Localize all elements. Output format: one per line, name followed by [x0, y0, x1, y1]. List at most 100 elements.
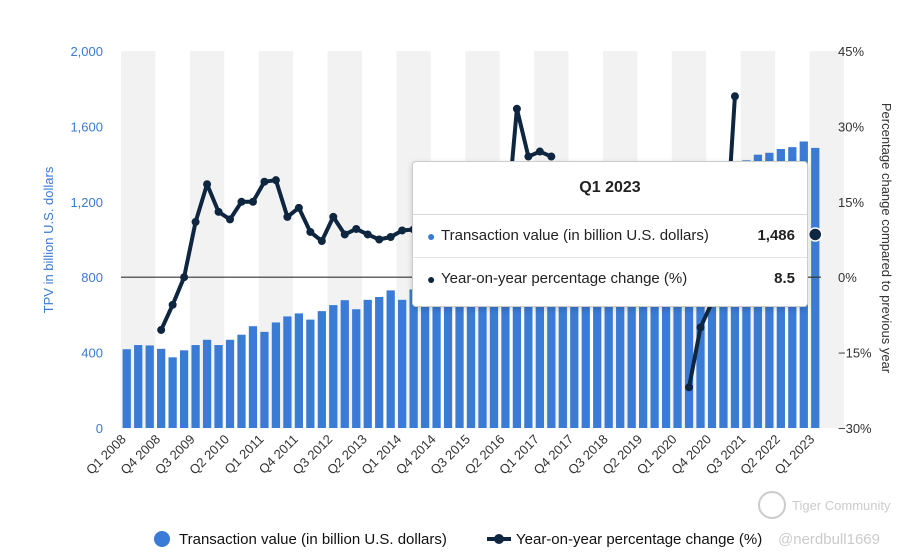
yoy-point-q3-2020[interactable] — [696, 323, 705, 332]
bar-q3-2018[interactable] — [604, 250, 613, 428]
bar-q3-2015[interactable] — [466, 281, 476, 428]
bar-q1-2015[interactable] — [443, 288, 453, 428]
right-axis-tick: 15% — [838, 195, 864, 210]
yoy-point-q4-2008[interactable] — [157, 325, 166, 334]
bar-q1-2016[interactable] — [489, 279, 499, 428]
bar-q1-2008[interactable] — [122, 349, 131, 428]
yoy-point-q1-2012[interactable] — [306, 227, 315, 236]
bar-q2-2019[interactable] — [639, 248, 648, 428]
yoy-point-q4-2009[interactable] — [203, 180, 212, 189]
bar-q3-2013[interactable] — [375, 296, 384, 428]
bar-q4-2011[interactable] — [294, 313, 303, 428]
bar-q2-2015[interactable] — [455, 284, 464, 428]
yoy-point-q4-2016[interactable] — [524, 152, 533, 161]
tooltip-value: 8.5 — [774, 270, 795, 287]
bar-q1-2013[interactable] — [352, 309, 361, 428]
bar-q4-2010[interactable] — [248, 326, 258, 428]
bar-q4-2017[interactable] — [570, 258, 579, 428]
bar-q4-2008[interactable] — [157, 348, 166, 428]
yoy-point-q3-2016[interactable] — [512, 104, 521, 113]
bar-q4-2019[interactable] — [661, 239, 671, 429]
yoy-point-q3-2010[interactable] — [237, 197, 246, 206]
bar-q3-2008[interactable] — [145, 345, 154, 428]
yoy-point-q1-2011[interactable] — [260, 177, 269, 186]
tooltip-dot-dark: ● — [427, 271, 436, 287]
bar-q4-2016[interactable] — [524, 267, 533, 428]
bar-q3-2017[interactable] — [558, 262, 567, 428]
yoy-point-q4-2013[interactable] — [386, 232, 395, 241]
yoy-point-q2-2010[interactable] — [226, 215, 235, 224]
bar-q3-2019[interactable] — [650, 244, 659, 428]
yoy-point-q4-2011[interactable] — [294, 203, 303, 212]
yoy-point-q3-2013[interactable] — [375, 235, 384, 244]
bar-q2-2013[interactable] — [363, 299, 372, 428]
yoy-point-q1-2013[interactable] — [352, 224, 361, 233]
bar-q3-2010[interactable] — [237, 334, 246, 428]
legend-bar-label: Transaction value (in billion U.S. dolla… — [179, 531, 447, 548]
right-axis-title: Percentage change compared to previous y… — [879, 103, 894, 374]
bar-q2-2018[interactable] — [593, 254, 602, 428]
bar-q2-2010[interactable] — [225, 339, 235, 428]
bar-q1-2017[interactable] — [535, 269, 544, 428]
left-axis-tick: 0 — [96, 421, 103, 436]
bar-q3-2011[interactable] — [283, 316, 292, 428]
bar-q3-2009[interactable] — [191, 345, 200, 428]
bar-q2-2017[interactable] — [547, 265, 556, 428]
bar-q2-2016[interactable] — [501, 275, 510, 428]
tooltip-row-transaction: ● Transaction value (in billion U.S. dol… — [413, 215, 807, 257]
tooltip: Q1 2023 ● Transaction value (in billion … — [412, 161, 808, 307]
bar-q1-2018[interactable] — [581, 257, 590, 428]
bar-q2-2020[interactable] — [684, 262, 694, 428]
yoy-point-q1-2009[interactable] — [168, 300, 177, 309]
bar-q3-2012[interactable] — [329, 305, 338, 428]
bar-q1-2014[interactable] — [398, 299, 407, 428]
bar-q2-2009[interactable] — [179, 350, 189, 428]
bar-q1-2009[interactable] — [168, 357, 177, 428]
yoy-point-q1-2010[interactable] — [214, 207, 223, 216]
right-axis-tick: −15% — [838, 346, 872, 361]
bar-q4-2015[interactable] — [478, 277, 487, 428]
bar-q1-2011[interactable] — [260, 331, 269, 428]
yoy-point-q2-2021[interactable] — [730, 92, 739, 101]
left-axis-title: TPV in billion U.S. dollars — [41, 166, 56, 313]
bar-q1-2010[interactable] — [214, 345, 223, 428]
bar-q4-2013[interactable] — [386, 290, 395, 428]
bar-q3-2020[interactable] — [696, 211, 705, 428]
bar-q2-2011[interactable] — [271, 322, 281, 428]
tooltip-row-yoy: ● Year-on-year percentage change (%) 8.5 — [413, 257, 807, 300]
yoy-point-q3-2009[interactable] — [191, 217, 200, 226]
bar-q2-2014[interactable] — [409, 289, 418, 428]
bar-q1-2012[interactable] — [306, 319, 315, 428]
watermark: Tiger Community @nerdbull1669 — [758, 491, 891, 548]
watermark-text-1: Tiger Community — [792, 498, 891, 513]
left-axis-tick: 1,200 — [70, 195, 103, 210]
bar-q1-2020[interactable] — [673, 265, 682, 428]
yoy-point-q2-2017[interactable] — [547, 152, 556, 161]
yoy-point-q2-2012[interactable] — [317, 237, 326, 246]
yoy-point-q2-2020[interactable] — [685, 383, 694, 392]
tiger-logo-icon — [758, 491, 786, 519]
bar-q4-2020[interactable] — [707, 192, 717, 428]
yoy-point-q3-2011[interactable] — [283, 212, 292, 221]
yoy-point-q3-2012[interactable] — [329, 212, 338, 221]
yoy-point-q2-2009[interactable] — [180, 273, 189, 282]
bar-q3-2014[interactable] — [420, 288, 430, 428]
bar-q4-2009[interactable] — [202, 339, 212, 428]
yoy-point-q2-2011[interactable] — [271, 176, 280, 185]
bar-q4-2014[interactable] — [432, 285, 441, 428]
yoy-point-q4-2012[interactable] — [340, 230, 349, 239]
bar-q4-2018[interactable] — [616, 247, 625, 428]
bar-q1-2019[interactable] — [627, 252, 636, 428]
watermark-text-2: @nerdbull1669 — [778, 531, 880, 548]
yoy-point-q1-2017[interactable] — [535, 147, 544, 156]
yoy-point-q1-2014[interactable] — [398, 226, 407, 235]
bar-q2-2008[interactable] — [134, 345, 143, 428]
bar-q3-2016[interactable] — [512, 271, 522, 428]
bar-q2-2012[interactable] — [317, 311, 326, 428]
yoy-point-q4-2010[interactable] — [248, 197, 257, 206]
yoy-point-q2-2013[interactable] — [363, 230, 372, 239]
legend-line-label: Year-on-year percentage change (%) — [516, 531, 762, 548]
bar-q4-2012[interactable] — [340, 300, 349, 428]
bar-q1-2023[interactable] — [811, 147, 820, 428]
yoy-point-q1-2023[interactable] — [808, 227, 823, 242]
